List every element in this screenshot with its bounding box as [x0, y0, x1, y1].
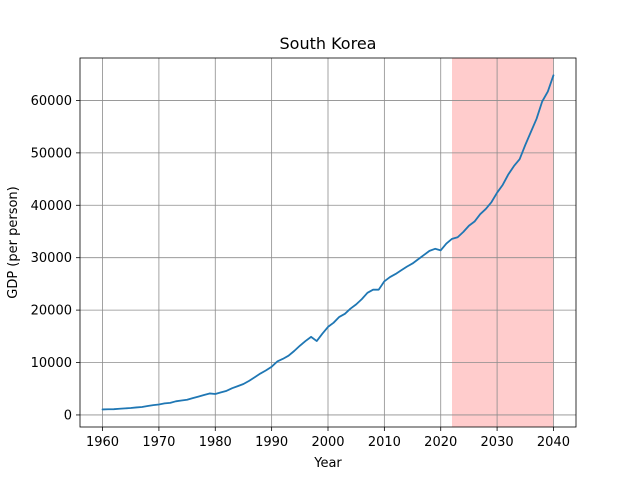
x-tick-label: 2000: [311, 435, 344, 450]
x-tick-label: 2030: [481, 435, 514, 450]
chart-title: South Korea: [280, 34, 377, 53]
x-tick-label: 1970: [142, 435, 175, 450]
x-tick-label: 2010: [368, 435, 401, 450]
x-tick-label: 1990: [255, 435, 288, 450]
x-tick-label: 1960: [86, 435, 119, 450]
x-axis-label: Year: [313, 456, 342, 471]
y-tick-label: 40000: [31, 199, 72, 214]
x-tick-label: 2020: [424, 435, 457, 450]
y-tick-label: 60000: [31, 94, 72, 109]
series-layer: [101, 74, 555, 411]
y-tick-label: 30000: [31, 251, 72, 266]
y-axis-label: GDP (per person): [6, 186, 21, 299]
x-tick-label: 2040: [537, 435, 570, 450]
y-tick-label: 20000: [31, 304, 72, 319]
y-tick-label: 0: [64, 408, 72, 423]
series-line-0: [101, 74, 555, 411]
x-ticks: 1960 1970 1980 1990 2000 2010 2020 2030 2040: [86, 427, 570, 450]
x-tick-label: 1980: [199, 435, 232, 450]
y-tick-label: 10000: [31, 356, 72, 371]
y-tick-label: 50000: [31, 146, 72, 161]
grid-layer: [80, 58, 576, 427]
y-ticks: 0 10000 20000 30000 40000 50000 60000: [31, 94, 80, 423]
